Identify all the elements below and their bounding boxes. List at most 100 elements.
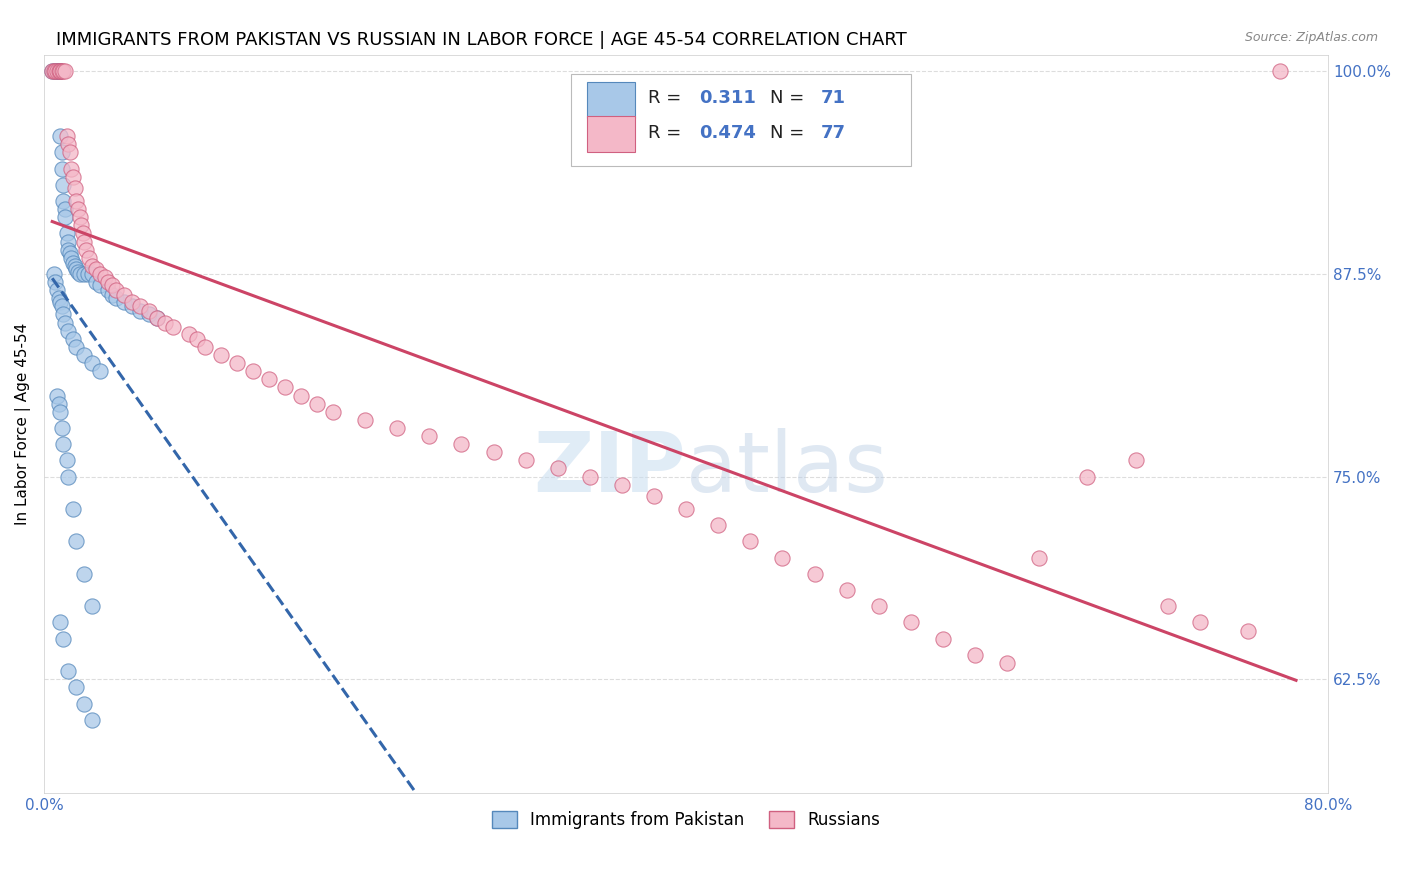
Point [49, 405, 72, 419]
Point [121, 299, 143, 313]
Point [995, 656, 1018, 670]
Point [65, 340, 87, 354]
Text: R =: R = [648, 89, 686, 107]
Point [58, 324, 80, 338]
Point [73, 267, 96, 281]
Legend: Immigrants from Pakistan, Russians: Immigrants from Pakistan, Russians [485, 805, 887, 836]
Point [418, 429, 440, 443]
Point [51, 421, 73, 435]
Point [963, 648, 986, 662]
Point [1237, 624, 1260, 638]
Point [49, 615, 72, 630]
Point [145, 310, 167, 325]
Point [89, 364, 111, 378]
Point [675, 502, 697, 516]
Point [65, 194, 87, 208]
Point [66, 265, 89, 279]
Point [49, 64, 72, 78]
Point [49, 129, 72, 144]
Text: 77: 77 [821, 124, 846, 142]
Point [65, 534, 87, 549]
Point [194, 340, 217, 354]
Point [129, 299, 152, 313]
Point [48, 64, 70, 78]
Point [72, 227, 94, 241]
Point [73, 566, 96, 581]
Point [63, 181, 86, 195]
Text: IMMIGRANTS FROM PAKISTAN VS RUSSIAN IN LABOR FORCE | AGE 45-54 CORRELATION CHART: IMMIGRANTS FROM PAKISTAN VS RUSSIAN IN L… [56, 31, 907, 49]
Point [515, 453, 537, 467]
Point [53, 316, 76, 330]
Point [290, 388, 312, 402]
Point [60, 251, 83, 265]
Point [62, 332, 84, 346]
Point [42, 64, 65, 78]
Point [58, 664, 80, 678]
Point [387, 421, 409, 435]
Point [75, 243, 97, 257]
Point [354, 413, 377, 427]
Point [52, 178, 75, 192]
Point [82, 599, 104, 614]
Point [70, 219, 93, 233]
Point [162, 320, 184, 334]
Point [114, 288, 136, 302]
Point [51, 64, 73, 78]
Point [49, 64, 72, 78]
Point [51, 145, 73, 160]
Point [55, 129, 77, 144]
Point [73, 348, 96, 362]
Point [52, 64, 75, 78]
Point [77, 251, 100, 265]
Point [55, 227, 77, 241]
Point [89, 267, 111, 281]
Point [1125, 453, 1147, 467]
Point [482, 445, 505, 459]
Point [53, 211, 76, 225]
Point [94, 270, 117, 285]
Point [209, 348, 232, 362]
Point [69, 267, 91, 281]
FancyBboxPatch shape [588, 116, 634, 153]
Point [1268, 64, 1291, 78]
Point [52, 632, 75, 646]
Point [97, 275, 120, 289]
Point [48, 397, 70, 411]
Point [53, 64, 76, 78]
Point [62, 502, 84, 516]
Text: R =: R = [648, 124, 686, 142]
Text: Source: ZipAtlas.com: Source: ZipAtlas.com [1244, 31, 1378, 45]
Point [48, 64, 70, 78]
Point [242, 364, 264, 378]
Point [868, 599, 890, 614]
Point [52, 194, 75, 208]
Point [63, 259, 86, 273]
Point [740, 534, 762, 549]
Point [48, 64, 70, 78]
Point [58, 243, 80, 257]
Point [186, 332, 208, 346]
Point [1156, 599, 1178, 614]
Text: 0.311: 0.311 [699, 89, 756, 107]
Point [145, 310, 167, 325]
Text: ZIP: ZIP [534, 427, 686, 508]
Point [51, 299, 73, 313]
Point [610, 477, 633, 491]
Point [547, 461, 569, 475]
Point [62, 169, 84, 184]
Point [76, 267, 98, 281]
Point [322, 405, 344, 419]
Point [46, 283, 69, 297]
Text: N =: N = [769, 124, 810, 142]
Point [1076, 469, 1098, 483]
Point [60, 161, 83, 176]
Point [114, 294, 136, 309]
Text: N =: N = [769, 89, 810, 107]
FancyBboxPatch shape [588, 82, 634, 118]
Point [51, 161, 73, 176]
Point [82, 356, 104, 370]
Point [49, 294, 72, 309]
Point [49, 64, 72, 78]
Point [89, 278, 111, 293]
Point [932, 632, 955, 646]
